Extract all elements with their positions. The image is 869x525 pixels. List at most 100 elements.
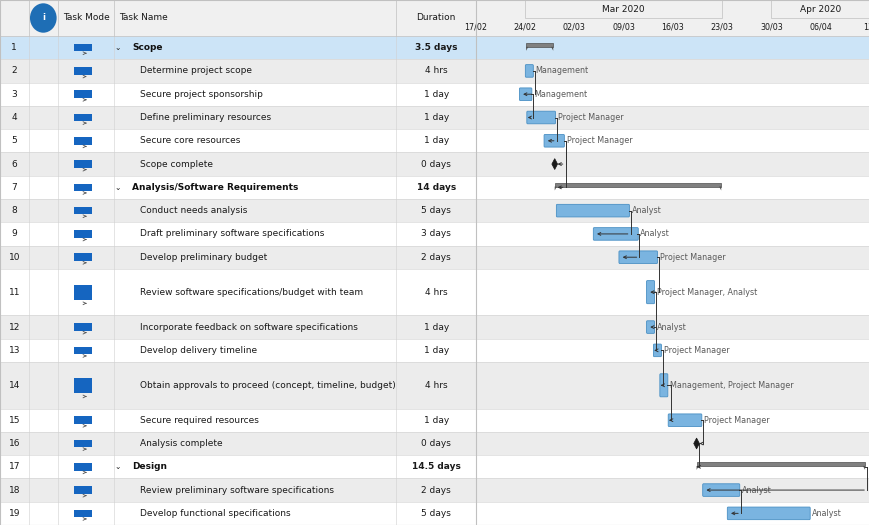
Bar bbox=[475, 478, 869, 502]
Bar bbox=[74, 285, 91, 300]
Bar bbox=[74, 486, 91, 494]
Polygon shape bbox=[719, 186, 720, 191]
Polygon shape bbox=[696, 466, 698, 470]
Bar bbox=[475, 222, 869, 246]
Bar bbox=[74, 378, 91, 393]
FancyBboxPatch shape bbox=[702, 484, 739, 496]
Text: 3: 3 bbox=[11, 90, 17, 99]
Text: 2: 2 bbox=[11, 67, 17, 76]
Text: 3.5 days: 3.5 days bbox=[415, 43, 457, 52]
Text: 1 day: 1 day bbox=[423, 322, 448, 332]
Text: Review software specifications/budget with team: Review software specifications/budget wi… bbox=[140, 288, 363, 297]
Text: 1 day: 1 day bbox=[423, 346, 448, 355]
Bar bbox=[696, 462, 864, 466]
Polygon shape bbox=[554, 186, 556, 191]
Text: 3 days: 3 days bbox=[421, 229, 450, 238]
Text: 1 day: 1 day bbox=[423, 90, 448, 99]
Bar bbox=[74, 440, 91, 447]
Bar bbox=[0, 502, 475, 525]
Text: Define preliminary resources: Define preliminary resources bbox=[140, 113, 271, 122]
Text: 13: 13 bbox=[9, 346, 20, 355]
Bar bbox=[74, 323, 91, 331]
Text: 14: 14 bbox=[9, 381, 20, 390]
FancyBboxPatch shape bbox=[618, 251, 657, 264]
Text: Analyst: Analyst bbox=[640, 229, 669, 238]
Bar bbox=[475, 199, 869, 222]
Bar bbox=[74, 207, 91, 214]
Text: 30/03: 30/03 bbox=[760, 23, 782, 32]
Polygon shape bbox=[550, 47, 553, 51]
Text: Analyst: Analyst bbox=[741, 486, 771, 495]
Text: Determine project scope: Determine project scope bbox=[140, 67, 252, 76]
Text: 1 day: 1 day bbox=[423, 136, 448, 145]
Text: Analyst: Analyst bbox=[631, 206, 660, 215]
Polygon shape bbox=[551, 159, 557, 170]
Bar bbox=[74, 463, 91, 470]
Text: 1 day: 1 day bbox=[423, 113, 448, 122]
Bar bbox=[0, 36, 475, 59]
Text: 06/04: 06/04 bbox=[808, 23, 831, 32]
Bar bbox=[0, 455, 475, 478]
Bar bbox=[0, 269, 475, 316]
Bar bbox=[74, 114, 91, 121]
Bar bbox=[0, 222, 475, 246]
Text: 7: 7 bbox=[11, 183, 17, 192]
Bar bbox=[74, 416, 91, 424]
Text: Develop functional specifications: Develop functional specifications bbox=[140, 509, 290, 518]
Bar bbox=[74, 510, 91, 517]
FancyBboxPatch shape bbox=[519, 88, 531, 100]
Bar bbox=[475, 502, 869, 525]
Bar bbox=[0, 316, 475, 339]
Text: 4 hrs: 4 hrs bbox=[424, 381, 447, 390]
Bar bbox=[475, 82, 869, 106]
Bar bbox=[475, 106, 869, 129]
Text: 5: 5 bbox=[11, 136, 17, 145]
Polygon shape bbox=[526, 47, 527, 51]
Text: Secure core resources: Secure core resources bbox=[140, 136, 241, 145]
FancyBboxPatch shape bbox=[653, 344, 660, 356]
Text: Scope complete: Scope complete bbox=[140, 160, 213, 169]
Text: 16/03: 16/03 bbox=[660, 23, 684, 32]
Text: Review preliminary software specifications: Review preliminary software specificatio… bbox=[140, 486, 334, 495]
Text: Management: Management bbox=[534, 90, 587, 99]
Bar bbox=[475, 408, 869, 432]
Text: 5 days: 5 days bbox=[421, 206, 450, 215]
Bar bbox=[554, 183, 720, 186]
Bar bbox=[0, 176, 475, 199]
Bar bbox=[475, 176, 869, 199]
Polygon shape bbox=[862, 466, 864, 470]
Text: Mar 2020: Mar 2020 bbox=[601, 5, 644, 14]
Text: 1: 1 bbox=[11, 43, 17, 52]
Bar bbox=[0, 0, 475, 36]
Bar bbox=[475, 246, 869, 269]
Text: ⌄: ⌄ bbox=[114, 463, 121, 471]
Text: 6: 6 bbox=[11, 160, 17, 169]
Text: 16: 16 bbox=[9, 439, 20, 448]
FancyBboxPatch shape bbox=[525, 65, 533, 77]
Bar bbox=[0, 362, 475, 408]
Bar bbox=[74, 230, 91, 238]
Bar bbox=[0, 246, 475, 269]
Text: 18: 18 bbox=[9, 486, 20, 495]
Text: 4 hrs: 4 hrs bbox=[424, 288, 447, 297]
FancyBboxPatch shape bbox=[667, 414, 701, 426]
Bar bbox=[475, 362, 869, 408]
Text: Develop delivery timeline: Develop delivery timeline bbox=[140, 346, 257, 355]
Bar bbox=[475, 432, 869, 455]
Text: Project Manager: Project Manager bbox=[566, 136, 632, 145]
Text: 19: 19 bbox=[9, 509, 20, 518]
Bar bbox=[0, 106, 475, 129]
Bar bbox=[74, 44, 91, 51]
Text: 1 day: 1 day bbox=[423, 416, 448, 425]
Bar bbox=[771, 0, 869, 18]
Text: 10: 10 bbox=[9, 253, 20, 262]
Bar bbox=[0, 339, 475, 362]
Text: 17: 17 bbox=[9, 463, 20, 471]
Text: Project Manager, Analyst: Project Manager, Analyst bbox=[656, 288, 756, 297]
Text: Analysis complete: Analysis complete bbox=[140, 439, 222, 448]
Text: i: i bbox=[42, 14, 45, 23]
Text: ⌄: ⌄ bbox=[114, 43, 121, 52]
Text: Develop preliminary budget: Develop preliminary budget bbox=[140, 253, 268, 262]
Circle shape bbox=[30, 3, 56, 33]
Text: Apr 2020: Apr 2020 bbox=[799, 5, 840, 14]
